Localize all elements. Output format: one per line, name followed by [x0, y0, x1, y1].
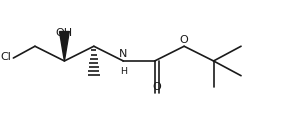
Text: O: O — [180, 35, 189, 45]
Text: H: H — [120, 67, 127, 76]
Polygon shape — [59, 32, 69, 61]
Text: N: N — [119, 49, 128, 59]
Text: O: O — [152, 82, 161, 92]
Text: OH: OH — [56, 28, 73, 38]
Text: Cl: Cl — [1, 52, 12, 62]
